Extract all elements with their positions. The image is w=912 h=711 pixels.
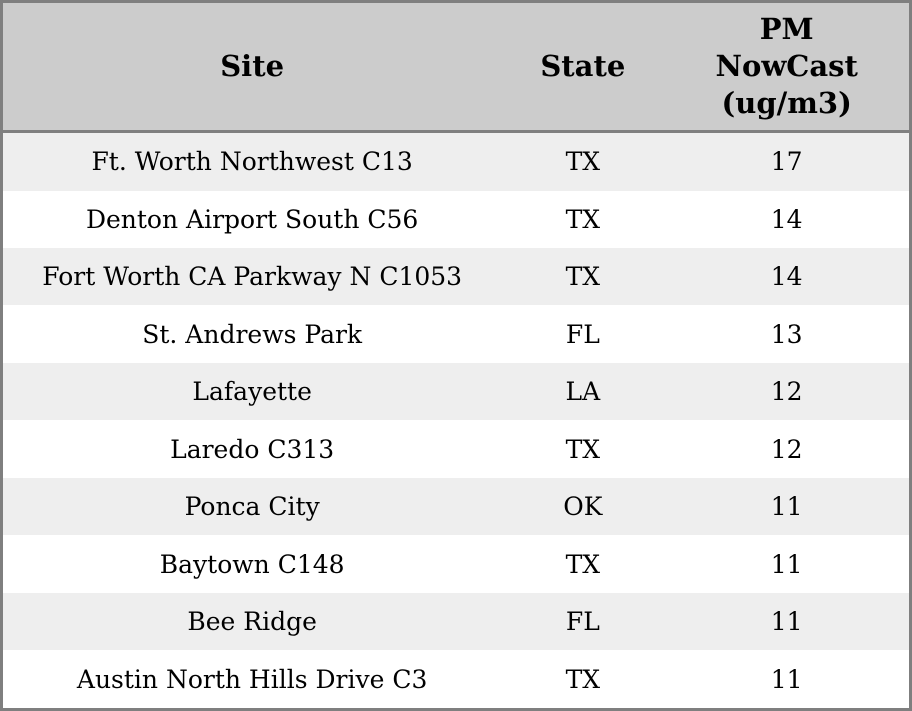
table-row: Ft. Worth Northwest C13 TX 17 [3, 131, 909, 191]
pm-nowcast-cell: 12 [770, 377, 803, 407]
table-row: Austin North Hills Drive C3 TX 11 [3, 650, 909, 708]
pm-nowcast-cell: 11 [770, 549, 803, 579]
table-row: Ponca City OK 11 [3, 477, 909, 536]
state-cell: TX [565, 204, 601, 234]
pm-nowcast-cell: 11 [770, 492, 803, 522]
site-cell: Laredo C313 [170, 434, 335, 464]
state-cell: TX [565, 549, 601, 579]
site-cell: St. Andrews Park [142, 319, 363, 349]
state-cell: TX [565, 147, 601, 177]
site-cell: Austin North Hills Drive C3 [76, 664, 428, 694]
pm-nowcast-cell: 17 [770, 147, 803, 177]
data-table: Site State PM NowCast (ug/m3) Ft. Worth … [3, 3, 909, 708]
site-cell: Ponca City [184, 492, 320, 522]
site-cell: Ft. Worth Northwest C13 [91, 147, 413, 177]
table-row: Laredo C313 TX 12 [3, 420, 909, 478]
table-row: Bee Ridge FL 11 [3, 592, 909, 651]
pm-nowcast-cell: 11 [770, 664, 803, 694]
pm-nowcast-cell: 14 [770, 204, 803, 234]
pm-nowcast-cell: 11 [770, 607, 803, 637]
table-row: Lafayette LA 12 [3, 362, 909, 421]
column-header-state: State [501, 3, 665, 133]
state-cell: TX [565, 434, 601, 464]
site-cell: Baytown C148 [159, 549, 345, 579]
pm-nowcast-cell: 14 [770, 262, 803, 292]
state-cell: FL [565, 319, 600, 349]
table-row: Baytown C148 TX 11 [3, 535, 909, 593]
site-cell: Bee Ridge [187, 607, 317, 637]
column-header-pm-nowcast: PM NowCast (ug/m3) [664, 3, 909, 133]
table-row: Denton Airport South C56 TX 14 [3, 190, 909, 248]
table-row: St. Andrews Park FL 13 [3, 305, 909, 363]
site-cell: Fort Worth CA Parkway N C1053 [42, 262, 463, 292]
site-cell: Lafayette [192, 377, 312, 407]
table-header: Site State PM NowCast (ug/m3) [3, 3, 909, 133]
table-row: Fort Worth CA Parkway N C1053 TX 14 [3, 247, 909, 306]
state-cell: LA [565, 377, 601, 407]
state-cell: TX [565, 262, 601, 292]
pm-nowcast-cell: 12 [770, 434, 803, 464]
state-cell: FL [565, 607, 600, 637]
header-row: Site State PM NowCast (ug/m3) [3, 3, 909, 133]
site-cell: Denton Airport South C56 [85, 204, 419, 234]
table-body: Ft. Worth Northwest C13 TX 17 Denton Air… [3, 131, 909, 708]
pm-nowcast-cell: 13 [770, 319, 803, 349]
state-cell: TX [565, 664, 601, 694]
state-cell: OK [563, 492, 603, 522]
column-header-site: Site [3, 3, 502, 133]
